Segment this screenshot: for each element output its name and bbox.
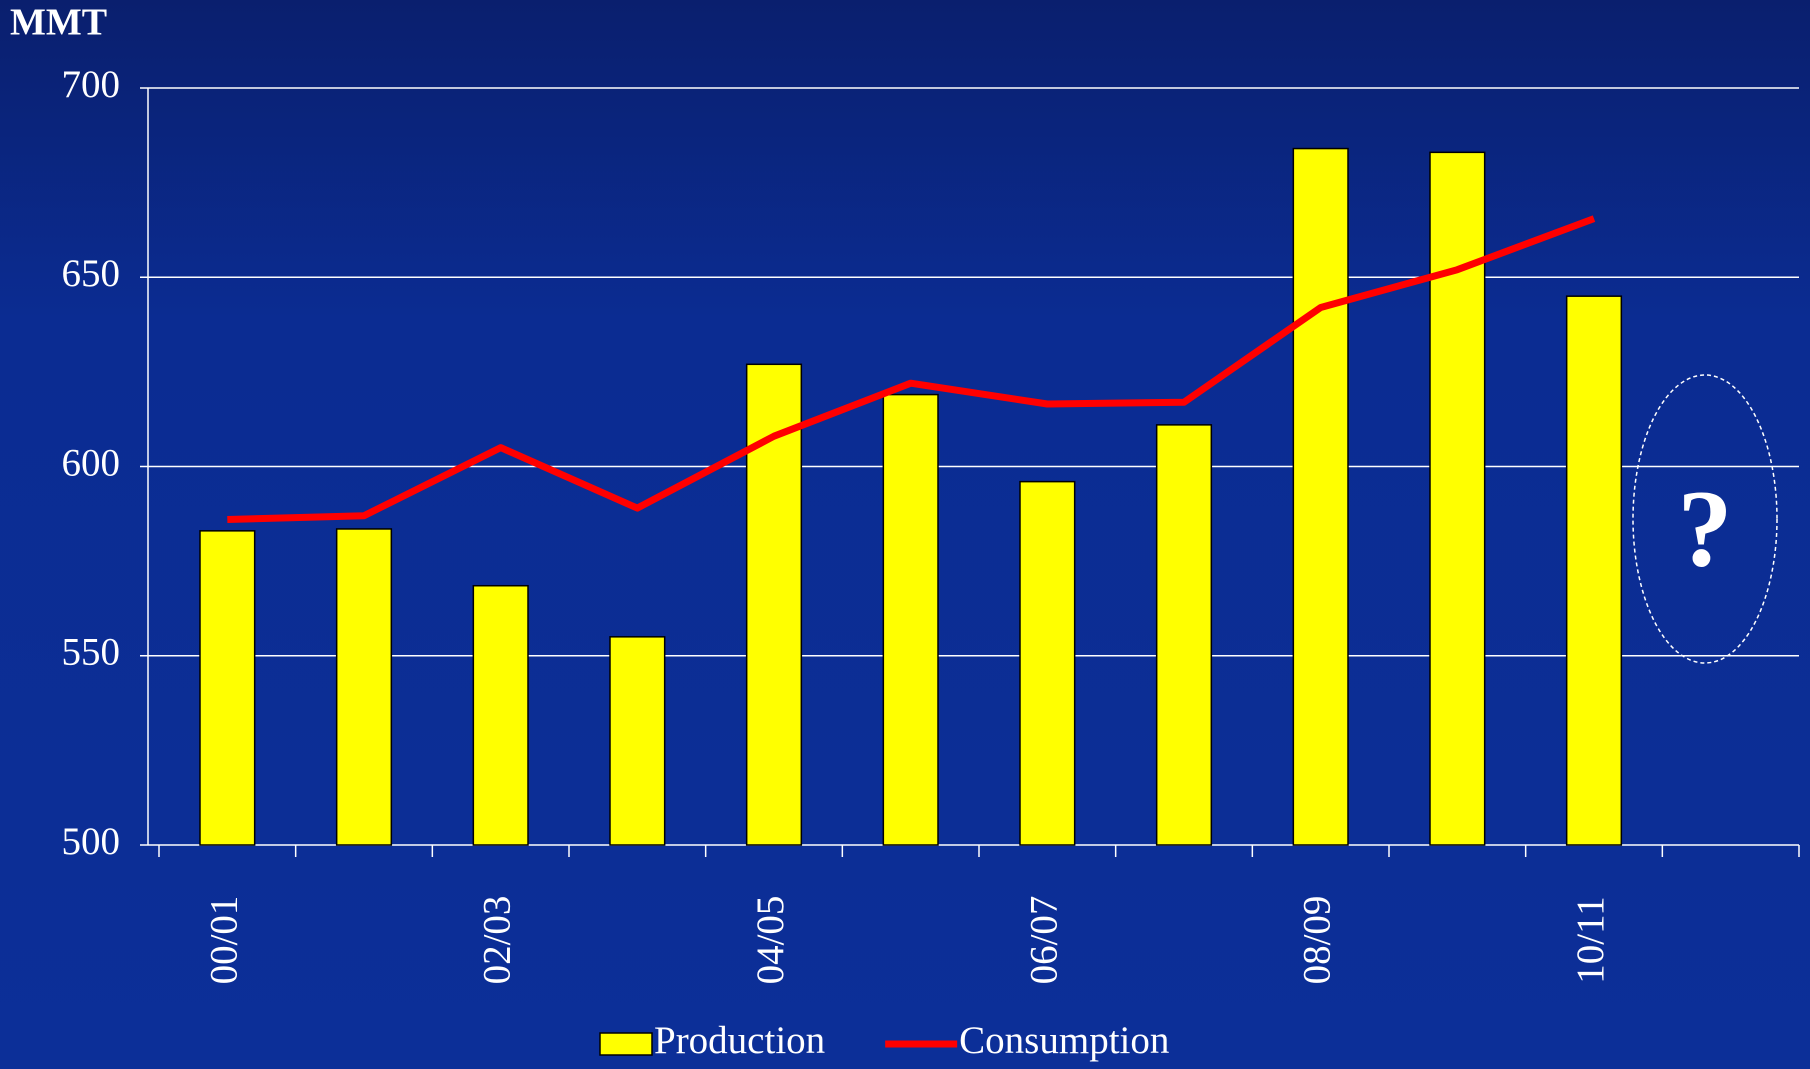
y-tick-label: 600 [62, 441, 121, 484]
bar [609, 636, 666, 846]
annotation-ellipse [1632, 374, 1778, 664]
y-tick-label: 700 [62, 63, 121, 106]
legend-label: Consumption [959, 1019, 1169, 1062]
bar [1019, 480, 1076, 846]
bar [1429, 151, 1486, 846]
y-axis-label: MMT [10, 2, 107, 44]
x-tick-label: 00/01 [202, 896, 245, 985]
legend-swatch [599, 1032, 653, 1056]
bar [472, 584, 529, 846]
x-tick-label: 06/07 [1022, 896, 1065, 985]
bar [1292, 147, 1349, 846]
bar [1155, 424, 1213, 846]
bar [335, 528, 393, 846]
y-tick-label: 500 [62, 820, 121, 863]
legend-label: Production [654, 1019, 825, 1062]
bar [199, 530, 256, 846]
annotation: ? [1678, 467, 1733, 589]
line [227, 215, 1596, 523]
y-tick-label: 550 [62, 631, 121, 674]
x-tick-label: 08/09 [1296, 896, 1339, 985]
x-tick-label: 02/03 [476, 896, 519, 985]
x-tick-label: 04/05 [749, 896, 792, 985]
bar [1565, 295, 1623, 846]
x-tick-label: 10/11 [1569, 896, 1612, 983]
bar [882, 393, 939, 846]
y-tick-label: 650 [62, 252, 121, 295]
